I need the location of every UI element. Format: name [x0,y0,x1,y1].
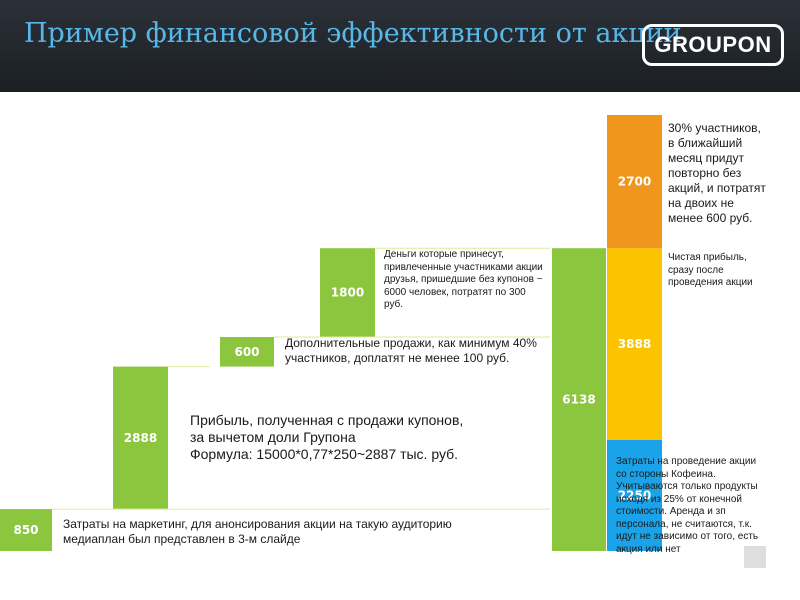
bar-label-850: 850 [13,523,38,537]
header-bar: Пример финансовой эффективности от акции… [0,0,800,92]
bar-label-3888: 3888 [618,337,651,351]
groupon-logo: GROUPON [642,24,784,66]
bar-600 [220,336,274,367]
bar-label-6138: 6138 [562,393,595,407]
note-extra-sales: Дополнительные продажи, как минимум 40% … [285,336,537,365]
bar-label-2700: 2700 [618,175,651,189]
page-title: Пример финансовой эффективности от акции [24,18,682,49]
bar-3888 [607,248,662,441]
bar-1800 [320,248,375,337]
bar-label-2250: 2250 [618,489,651,503]
bar-label-600: 600 [234,345,259,359]
bar-850 [0,509,52,551]
note-repeat: 30% участников, в ближайший месяц придут… [668,121,766,225]
bar-2700 [607,115,662,249]
note-net-profit: Чистая прибыль, сразу после проведения а… [668,252,753,288]
bar-2888 [113,366,168,510]
note-friends: Деньги которые принесут, привлеченные уч… [384,249,543,310]
bar-2250 [607,440,662,551]
bar-label-2888: 2888 [124,431,157,445]
note-marketing: Затраты на маркетинг, для анонсирования … [63,517,452,546]
bar-label-1800: 1800 [331,286,364,300]
logo-text: GROUPON [654,32,772,57]
note-coupon-profit: Прибыль, полученная с продажи купонов, з… [190,412,464,462]
note-costs: Затраты на проведение акции со стороны К… [616,456,759,555]
corner-mark [744,546,766,568]
bar-6138 [552,248,606,551]
